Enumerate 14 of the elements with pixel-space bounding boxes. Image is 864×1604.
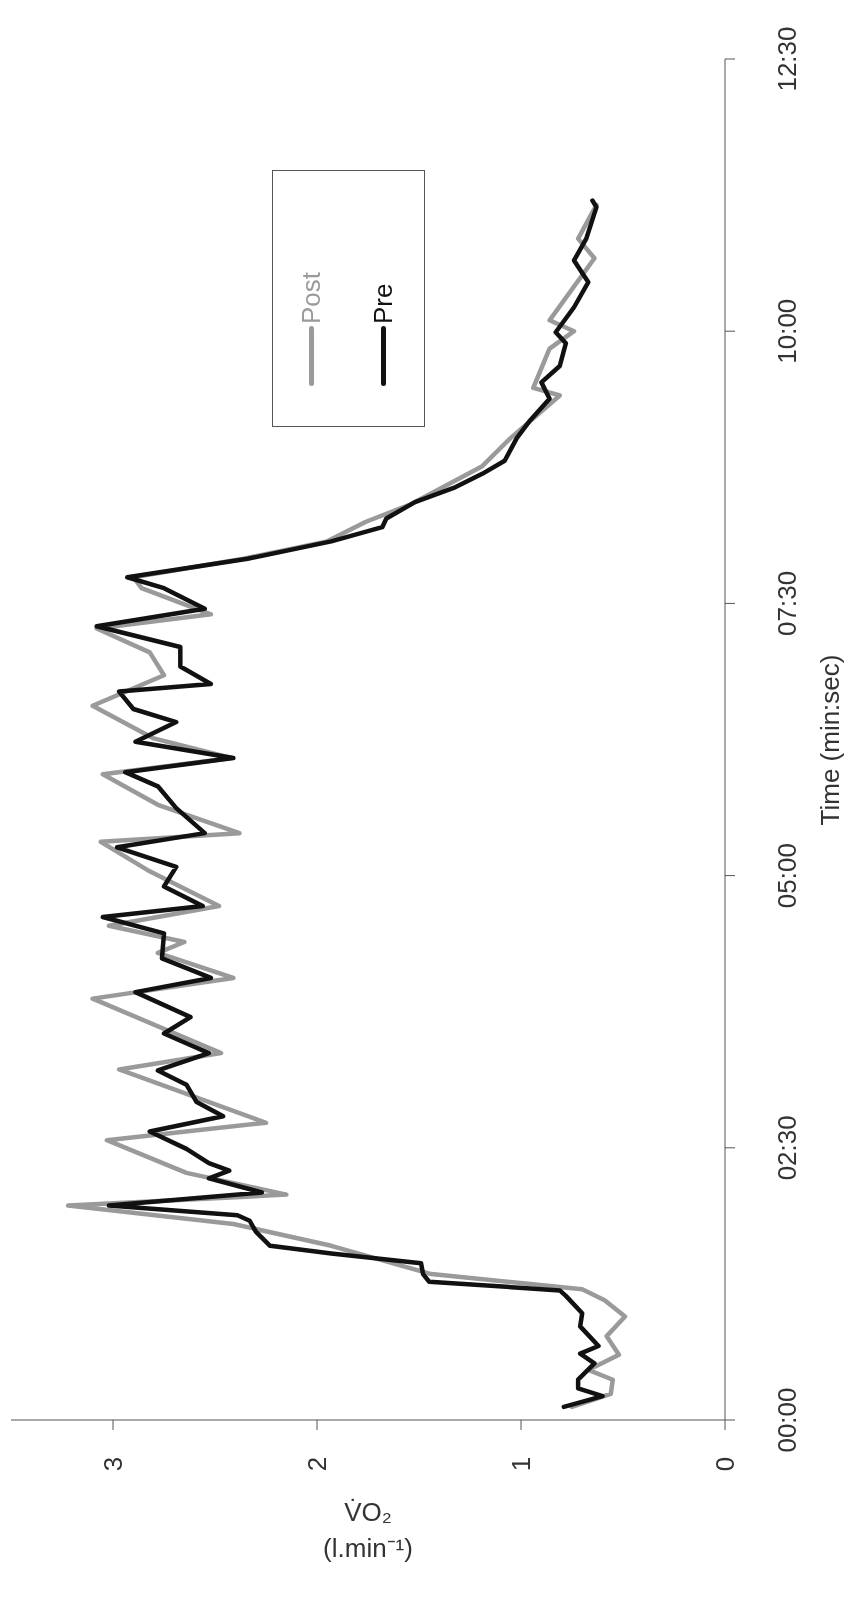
x-tick-label: 2 bbox=[302, 1456, 332, 1472]
y-tick-label: 12:30 bbox=[772, 26, 802, 92]
y-tick-label: 00:00 bbox=[772, 1387, 802, 1453]
text: Pre bbox=[367, 283, 399, 324]
x-tick-label: 0 bbox=[710, 1456, 740, 1472]
y-tick-label: 02:30 bbox=[772, 1115, 802, 1181]
text: Post bbox=[295, 271, 327, 324]
y-tick-label: 05:00 bbox=[772, 843, 802, 909]
y-tick-label: 10:00 bbox=[772, 298, 802, 364]
x-tick-label: 1 bbox=[506, 1456, 536, 1472]
x-tick-label: 3 bbox=[98, 1456, 128, 1472]
x-axis-title: V̇O₂ (l.min⁻¹) bbox=[322, 1496, 414, 1565]
y-axis-title: Time (min:sec) bbox=[814, 653, 846, 827]
y-tick-label: 07:30 bbox=[772, 570, 802, 636]
